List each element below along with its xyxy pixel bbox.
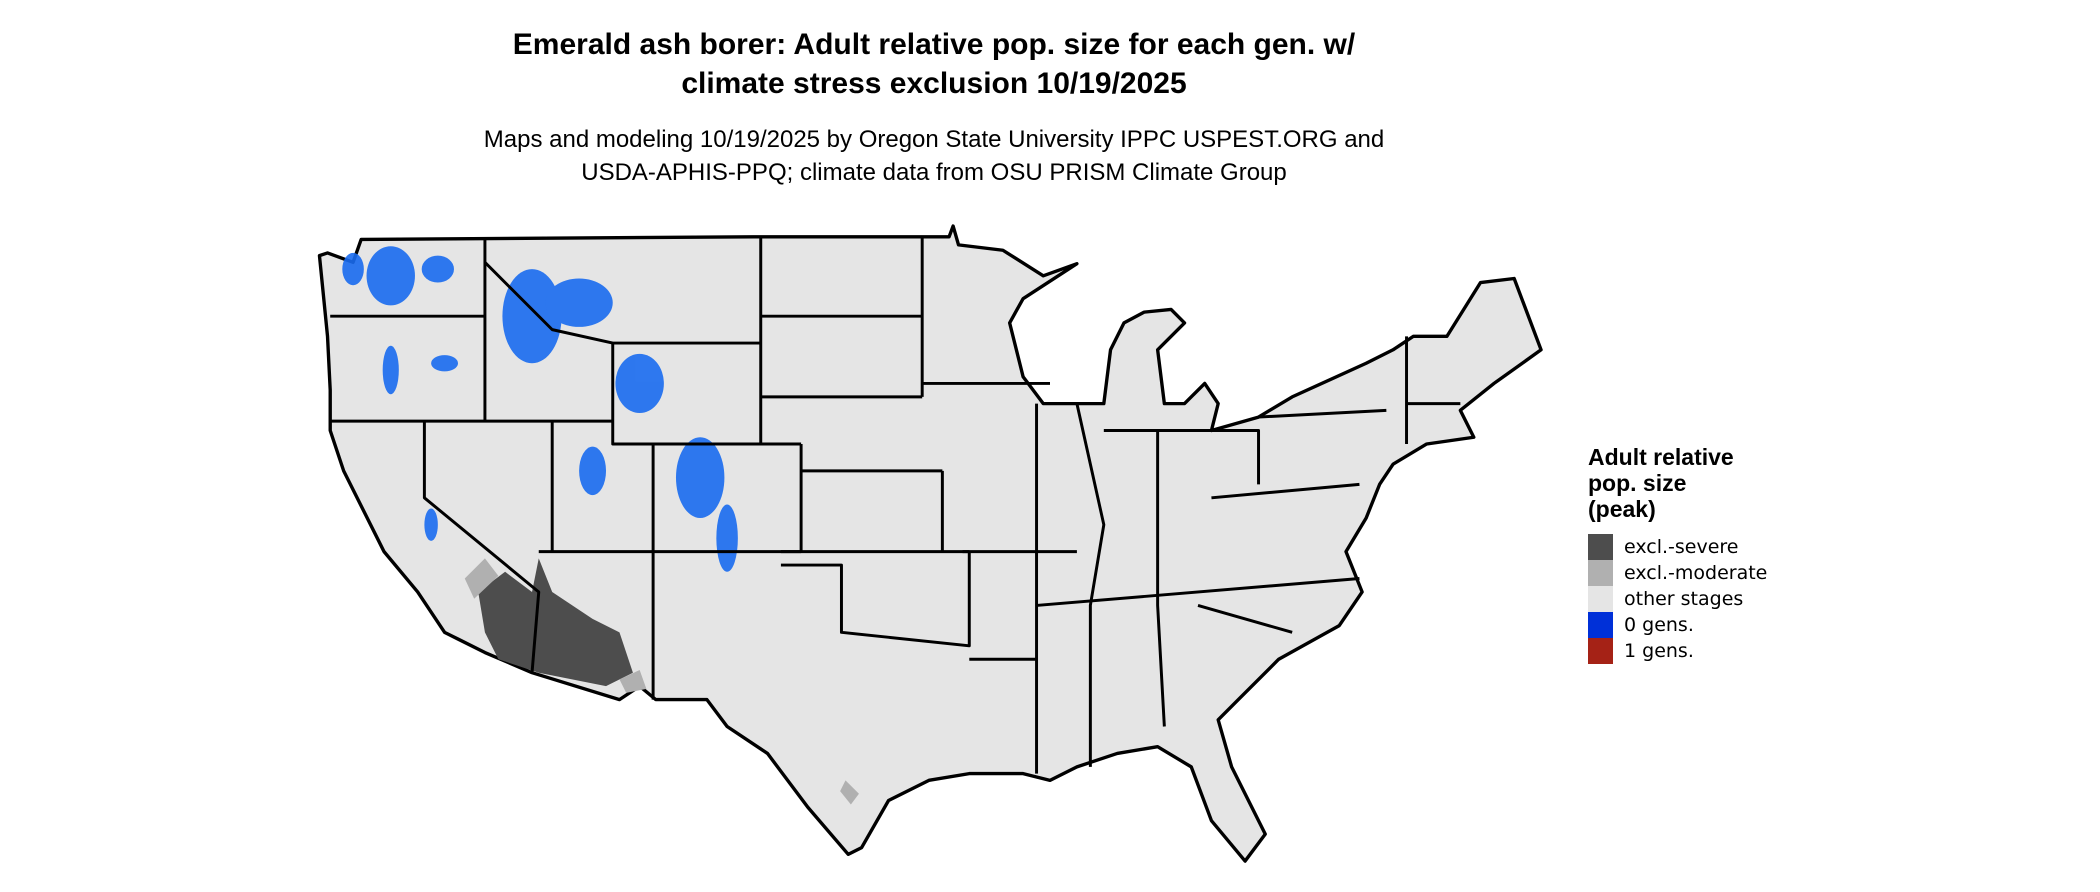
legend-swatch <box>1588 612 1613 638</box>
legend-label: other stages <box>1624 588 1744 610</box>
legend-label: 0 gens. <box>1624 614 1694 636</box>
legend-item-0-gens: 0 gens. <box>1588 612 1788 638</box>
excl-severe-areas <box>478 558 633 687</box>
subtitle-line-2: USDA-APHIS-PPQ; climate data from OSU PR… <box>581 159 1287 186</box>
legend-item-other-stages: other stages <box>1588 586 1788 612</box>
legend-label: excl.-severe <box>1624 536 1739 558</box>
legend-swatch <box>1588 638 1613 664</box>
excl-moderate-areas <box>464 558 859 805</box>
subtitle-line-1: Maps and modeling 10/19/2025 by Oregon S… <box>483 126 1385 153</box>
legend-title-line-2: pop. size <box>1588 470 1687 496</box>
state-borders <box>330 236 1461 774</box>
chart-title-line-1: Emerald ash borer: Adult relative pop. s… <box>512 28 1356 61</box>
legend-item-excl-severe: excl.-severe <box>1588 534 1788 560</box>
legend-item-1-gens: 1 gens. <box>1588 638 1788 664</box>
legend-swatch <box>1588 560 1613 586</box>
legend-label: excl.-moderate <box>1624 562 1768 584</box>
legend-title-line-1: Adult relative <box>1588 444 1734 470</box>
legend: Adult relative pop. size (peak) excl.-se… <box>1588 444 1788 664</box>
chart-title-line-2: climate stress exclusion 10/19/2025 <box>681 67 1187 100</box>
legend-item-excl-moderate: excl.-moderate <box>1588 560 1788 586</box>
legend-swatch <box>1588 586 1613 612</box>
legend-label: 1 gens. <box>1624 640 1694 662</box>
legend-title-line-3: (peak) <box>1588 496 1656 522</box>
blue-zero-gens-areas <box>342 246 738 572</box>
legend-swatch <box>1588 534 1613 560</box>
